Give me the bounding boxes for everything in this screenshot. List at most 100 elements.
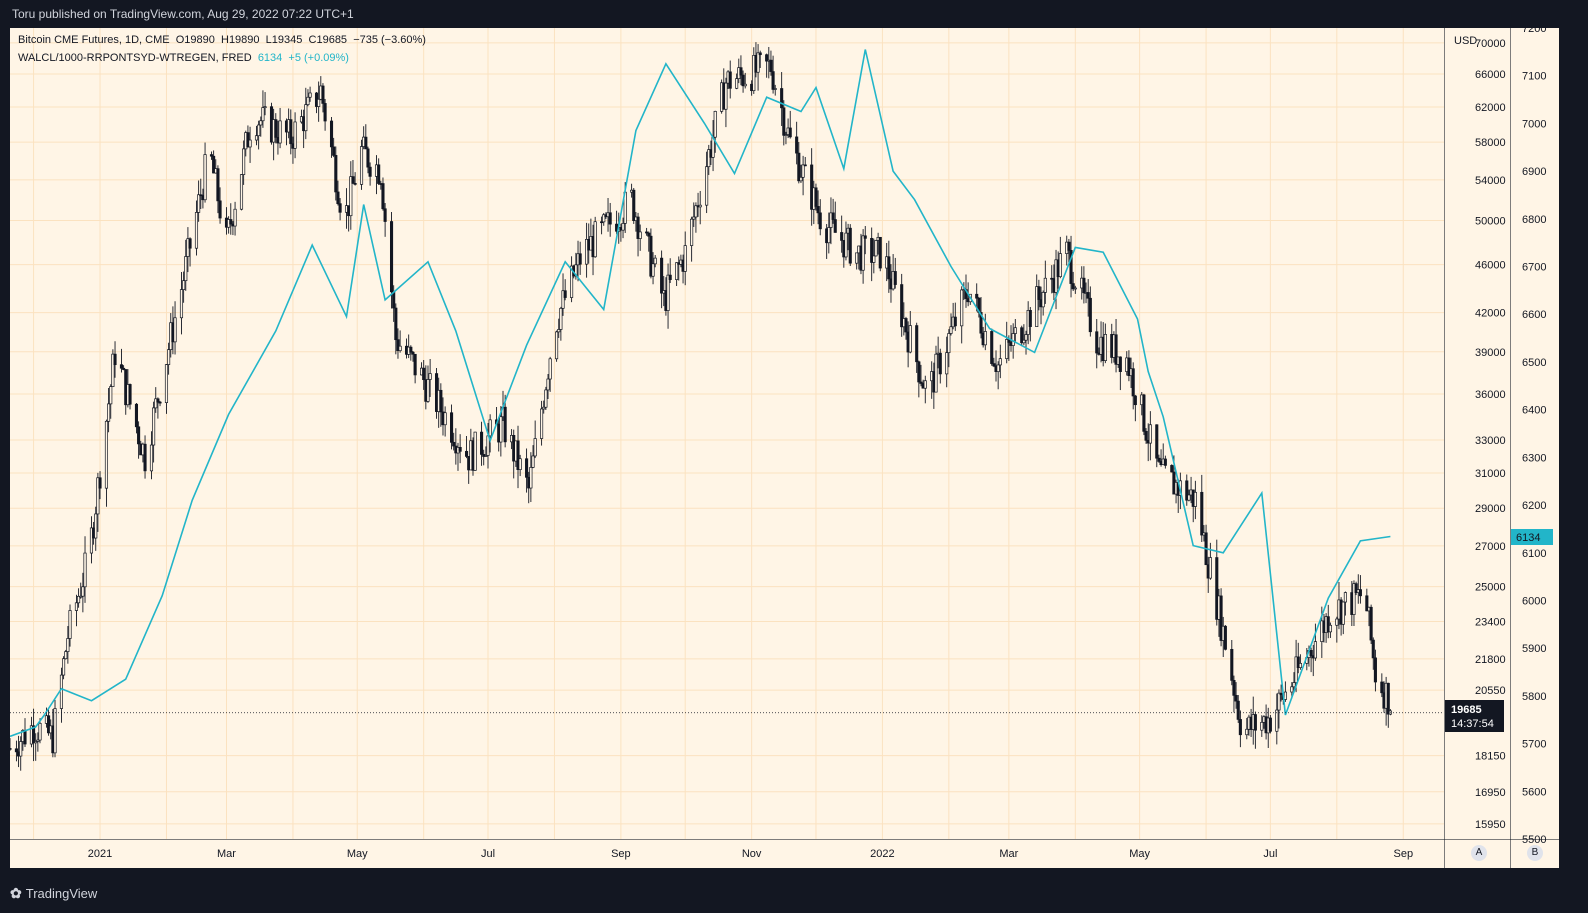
candle-body: [548, 358, 552, 380]
candle-body: [450, 412, 454, 443]
candle-body: [1041, 292, 1045, 308]
candle-body: [561, 290, 565, 309]
candle-body: [829, 212, 833, 228]
candle-body: [724, 82, 728, 110]
candle-body: [1037, 286, 1041, 300]
candle-body: [499, 416, 503, 443]
right-value-tick: 6700: [1522, 262, 1546, 274]
candle-body: [518, 458, 522, 471]
legend-liquidity[interactable]: WALCL/1000-RRPONTSYD-WTREGEN, FRED 6134 …: [18, 52, 349, 64]
last-price-value: 19685: [1451, 704, 1482, 716]
candle-body: [992, 363, 996, 367]
candle-body: [1082, 277, 1086, 294]
candle-body: [904, 318, 908, 333]
btc-candles: [10, 42, 1392, 771]
candle-body: [870, 237, 874, 263]
time-tick: Jul: [481, 848, 495, 860]
candle-body: [555, 331, 559, 360]
left-price-tick: 29000: [1475, 503, 1506, 515]
candle-body: [480, 431, 484, 455]
bar-countdown: 14:37:54: [1451, 718, 1494, 730]
candle-body: [218, 200, 222, 219]
candle-body: [788, 127, 792, 138]
candle-body: [563, 290, 567, 298]
candle-body: [488, 419, 492, 437]
candle-body: [113, 353, 117, 366]
candle-body: [1022, 339, 1026, 344]
left-price-tick: 39000: [1475, 347, 1506, 359]
candle-body: [780, 88, 784, 109]
candle-body: [960, 289, 964, 327]
legend-btc-close: C19685: [308, 34, 348, 46]
candle-body: [1131, 368, 1135, 397]
candle-body: [638, 231, 642, 239]
candle-body: [107, 403, 111, 422]
candle-body: [1341, 601, 1345, 625]
candle-body: [156, 398, 160, 403]
candle-body: [900, 284, 904, 328]
legend-liq-value: 6134: [257, 52, 283, 64]
candle-body: [1268, 717, 1272, 732]
candle-body: [96, 477, 100, 515]
candle-body: [458, 447, 462, 452]
candle-body: [111, 353, 115, 387]
right-value-tick: 6400: [1522, 405, 1546, 417]
right-value-tick: 7200: [1522, 28, 1546, 35]
candle-body: [409, 346, 413, 353]
candle-body: [366, 148, 370, 168]
candle-body: [728, 71, 732, 89]
left-price-tick: 21800: [1475, 654, 1506, 666]
candle-body: [1365, 595, 1369, 612]
candle-body: [64, 651, 68, 660]
time-axis: 2021 Mar May Jul Sep Nov 2022 Mar May Jul Sep: [88, 848, 1413, 860]
candle-body: [632, 189, 636, 221]
candle-body: [239, 174, 244, 210]
time-tick: Sep: [1393, 848, 1413, 860]
right-value-tick: 6500: [1522, 357, 1546, 369]
right-value-tick: 6300: [1522, 452, 1546, 464]
candle-body: [833, 219, 837, 233]
candle-body: [233, 208, 237, 227]
candle-body: [602, 214, 606, 223]
candle-body: [1200, 491, 1204, 536]
candle-body: [893, 271, 897, 285]
candle-body: [1208, 557, 1212, 579]
candle-body: [1380, 681, 1384, 694]
candle-body: [257, 124, 261, 137]
candle-body: [1157, 457, 1161, 462]
chart-canvas[interactable]: USD 70000 66000 62000 58000 54000 50000 46000 4…: [10, 28, 1559, 868]
candle-body: [799, 176, 803, 182]
candle-body: [945, 352, 949, 375]
legend-btc[interactable]: Bitcoin CME Futures, 1D, CME O19890 H198…: [18, 34, 426, 46]
candle-body: [353, 183, 357, 185]
candle-body: [1230, 648, 1234, 681]
candle-body: [53, 708, 57, 754]
candle-body: [938, 352, 942, 375]
legend-btc-low: L19345: [265, 34, 303, 46]
candle-body: [752, 54, 756, 92]
left-price-tick: 31000: [1475, 468, 1506, 480]
candle-body: [801, 164, 805, 178]
tradingview-logo[interactable]: ✿ TradingView: [10, 885, 97, 902]
candle-body: [465, 450, 469, 457]
right-value-tick: 6800: [1522, 214, 1546, 226]
candle-body: [392, 291, 396, 309]
candle-body: [1144, 431, 1148, 441]
candle-body: [919, 381, 923, 384]
candle-body: [184, 256, 188, 282]
candle-body: [173, 317, 177, 343]
candle-body: [1067, 241, 1071, 251]
candle-body: [756, 52, 760, 73]
auto-scale-button[interactable]: A: [1471, 845, 1487, 861]
candle-body: [304, 104, 308, 132]
candle-body: [259, 120, 263, 126]
left-price-tick: 58000: [1475, 137, 1506, 149]
candle-body: [1088, 297, 1092, 333]
left-price-tick: 33000: [1475, 435, 1506, 447]
last-price-badge: [1445, 700, 1504, 732]
scale-b-button[interactable]: B: [1527, 845, 1543, 861]
liquidity-value-badge-text: 6134: [1516, 532, 1540, 544]
legend-liq-name: WALCL/1000-RRPONTSYD-WTREGEN, FRED: [18, 52, 252, 64]
candle-body: [351, 176, 355, 184]
candle-body: [1335, 618, 1339, 626]
